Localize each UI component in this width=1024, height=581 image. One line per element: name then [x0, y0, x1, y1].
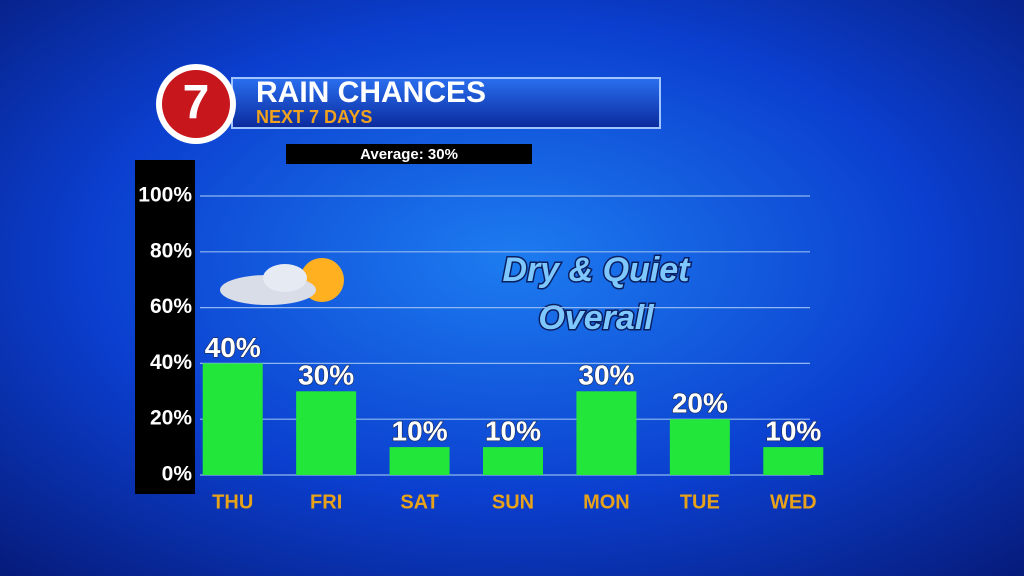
chart-subtitle: NEXT 7 DAYS: [256, 107, 372, 127]
bar: [202, 363, 263, 475]
chart-title: RAIN CHANCES: [256, 76, 486, 109]
logo-text: 7: [183, 77, 210, 130]
y-tick-label: 20%: [150, 407, 192, 430]
bar: [296, 391, 357, 475]
average-label: Average: 30%: [360, 146, 458, 163]
value-label: 20%: [672, 388, 728, 419]
y-tick-label: 60%: [150, 295, 192, 318]
weather-icon: [220, 258, 344, 305]
x-tick-label: TUE: [680, 491, 720, 513]
y-tick-label: 0%: [162, 463, 193, 486]
bar: [669, 419, 730, 475]
bar: [576, 391, 637, 475]
bar: [483, 447, 543, 475]
average-box: [286, 144, 532, 164]
y-tick-label: 100%: [138, 184, 192, 207]
value-label: 10%: [765, 415, 821, 446]
value-label: 30%: [298, 360, 354, 391]
x-tick-label: FRI: [310, 491, 342, 513]
value-label: 10%: [485, 415, 541, 446]
annotation: Dry & Quiet: [502, 251, 691, 289]
bar: [389, 447, 450, 475]
x-tick-label: MON: [583, 491, 630, 513]
value-label: 10%: [392, 415, 448, 446]
x-tick-label: SAT: [400, 491, 439, 513]
value-label: 40%: [205, 332, 261, 363]
x-tick-label: WED: [770, 491, 817, 513]
x-tick-label: SUN: [492, 491, 534, 513]
bar: [763, 447, 824, 475]
x-tick-label: THU: [212, 491, 253, 513]
axis-panel: [135, 160, 195, 494]
annotation: Overall: [538, 299, 655, 337]
value-label: 30%: [578, 360, 634, 391]
y-tick-label: 40%: [150, 351, 192, 374]
y-tick-label: 80%: [150, 239, 192, 262]
logo: [162, 70, 230, 138]
title-bar: [231, 77, 661, 129]
